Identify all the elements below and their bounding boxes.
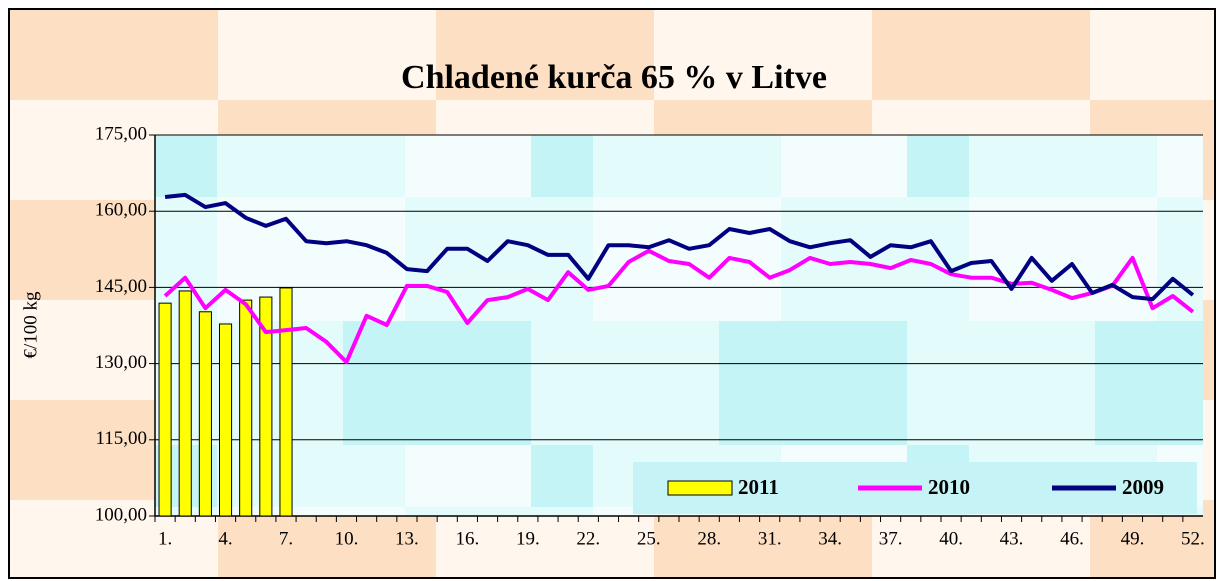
x-tick-label: 52. <box>1181 528 1205 549</box>
x-tick-label: 4. <box>218 528 232 549</box>
x-tick-label: 43. <box>1000 528 1024 549</box>
bar <box>198 311 212 517</box>
y-tick-label: 130,00 <box>95 352 147 373</box>
legend-label: 2010 <box>928 475 970 499</box>
chart-title: Chladené kurča 65 % v Litve <box>401 59 827 96</box>
x-tick-label: 10. <box>335 528 359 549</box>
bar <box>239 299 253 517</box>
y-tick-label: 115,00 <box>95 428 147 449</box>
x-tick-label: 22. <box>576 528 600 549</box>
x-tick-label: 34. <box>818 528 842 549</box>
x-tick-label: 25. <box>637 528 661 549</box>
y-axis-label: €/100 kg <box>20 291 41 359</box>
plot-area <box>155 135 1203 516</box>
x-tick-label: 1. <box>158 528 172 549</box>
line <box>163 248 1195 365</box>
x-tick-label: 46. <box>1060 528 1084 549</box>
legend-label: 2011 <box>738 475 779 499</box>
x-tick-label: 28. <box>697 528 721 549</box>
line <box>164 192 1195 302</box>
bar <box>158 302 172 517</box>
x-tick-label: 49. <box>1121 528 1145 549</box>
bar <box>178 290 192 517</box>
bar <box>259 296 273 517</box>
legend-label: 2009 <box>1122 475 1164 499</box>
bar <box>218 323 233 517</box>
bar <box>279 287 293 517</box>
y-tick-label: 175,00 <box>95 123 147 144</box>
y-tick-label: 100,00 <box>95 504 147 525</box>
legend-swatch <box>667 480 733 496</box>
x-tick-label: 31. <box>758 528 782 549</box>
x-tick-label: 16. <box>456 528 480 549</box>
y-tick-label: 145,00 <box>95 276 147 297</box>
x-tick-label: 37. <box>879 528 903 549</box>
y-tick-label: 160,00 <box>95 200 147 221</box>
x-tick-label: 7. <box>279 528 293 549</box>
x-tick-label: 40. <box>939 528 963 549</box>
x-tick-label: 19. <box>516 528 540 549</box>
x-tick-label: 13. <box>395 528 419 549</box>
